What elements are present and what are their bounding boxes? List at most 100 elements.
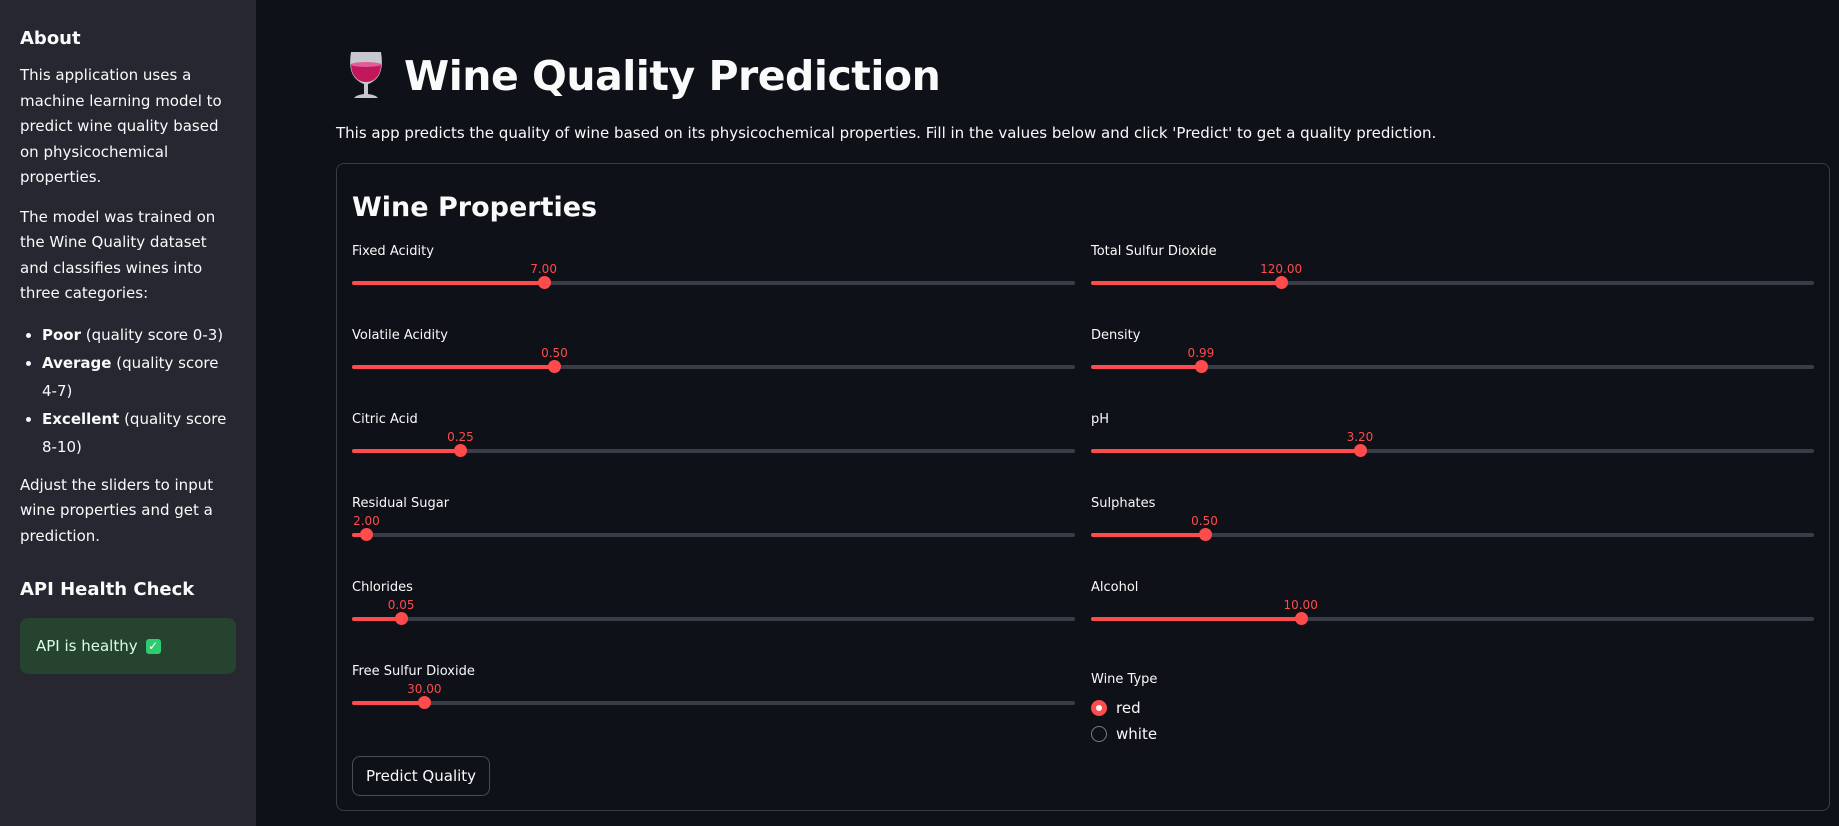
slider-fixed-acidity[interactable]: Fixed Acidity 7.00 [352,244,1075,314]
title-row: Wine Quality Prediction [346,50,941,102]
api-health-text: API is healthy [36,637,138,655]
category-item: Excellent (quality score 8-10) [42,405,236,461]
slider-thumb[interactable] [1194,360,1208,373]
slider-thumb[interactable] [418,696,432,709]
slider-total-sulfur-dioxide[interactable]: Total Sulfur Dioxide 120.00 [1091,244,1814,314]
slider-thumb[interactable] [1294,612,1308,625]
slider-track[interactable] [1091,617,1814,621]
category-name: Poor [42,325,82,344]
radio-selected-icon[interactable] [1091,700,1107,716]
slider-fill [352,365,555,369]
category-name: Excellent [42,409,120,428]
slider-value: 0.50 [1191,514,1218,528]
slider-value: 2.00 [353,514,380,528]
slider-value: 30.00 [407,682,442,696]
slider-density[interactable]: Density 0.99 [1091,328,1814,398]
api-health-title: API Health Check [20,579,195,600]
category-list: Poor (quality score 0-3) Average (qualit… [20,321,236,461]
slider-value: 10.00 [1283,598,1318,612]
slider-label: Free Sulfur Dioxide [352,664,475,679]
slider-track[interactable] [1091,449,1814,453]
slider-track[interactable] [1091,281,1814,285]
slider-value: 0.05 [387,598,415,612]
slider-fill [352,701,425,705]
slider-fill [1091,533,1205,537]
slider-value: 7.00 [530,262,557,276]
slider-fill [1091,617,1301,621]
category-desc: (quality score 8-10) [42,409,227,456]
page-title: Wine Quality Prediction [404,52,941,100]
slider-label: Citric Acid [352,412,418,427]
radio-option-white[interactable]: white [1091,725,1157,743]
radio-option-red[interactable]: red [1091,699,1157,717]
slider-track[interactable] [352,449,1075,453]
predict-quality-button[interactable]: Predict Quality [352,756,491,796]
slider-free-sulfur-dioxide[interactable]: Free Sulfur Dioxide 30.00 [352,664,1075,734]
slider-fill [352,281,544,285]
wine-type-label: Wine Type [1091,672,1158,687]
slider-fill [1091,365,1201,369]
slider-thumb[interactable] [1198,528,1212,541]
category-desc: (quality score 0-3) [81,325,224,344]
slider-value: 3.20 [1346,430,1374,444]
slider-label: Fixed Acidity [352,244,434,259]
slider-fill [352,449,461,453]
slider-label: Total Sulfur Dioxide [1091,244,1217,259]
about-paragraph-3: Adjust the sliders to input wine propert… [20,475,214,545]
slider-track[interactable] [352,617,1075,621]
slider-thumb[interactable] [1353,444,1367,457]
api-health-status: API is healthy ✓ [20,618,236,674]
radio-unselected-icon[interactable] [1091,726,1107,742]
slider-track[interactable] [1091,533,1814,537]
slider-value: 0.50 [541,346,568,360]
category-desc: (quality score 4-7) [42,353,219,400]
category-item: Poor (quality score 0-3) [42,321,236,349]
wine-properties-form: Wine Properties Fixed Acidity 7.00 Volat… [336,163,1830,811]
slider-track[interactable] [1091,365,1814,369]
check-mark-icon: ✓ [145,638,161,654]
page-description: This app predicts the quality of wine ba… [336,124,1437,142]
slider-thumb[interactable] [548,360,562,373]
slider-residual-sugar[interactable]: Residual Sugar 2.00 [352,496,1075,566]
wine-glass-icon [350,52,382,98]
slider-track[interactable] [352,701,1075,705]
slider-label: Density [1091,328,1141,343]
slider-value: 0.25 [447,430,474,444]
about-paragraph-2: The model was trained on the Wine Qualit… [20,207,216,303]
slider-citric-acid[interactable]: Citric Acid 0.25 [352,412,1075,482]
radio-label: red [1116,699,1141,717]
slider-ph[interactable]: pH 3.20 [1091,412,1814,482]
radio-label: white [1116,725,1158,743]
slider-label: Sulphates [1091,496,1156,511]
category-item: Average (quality score 4-7) [42,349,236,405]
slider-label: Volatile Acidity [352,328,448,343]
category-name: Average [42,353,112,372]
slider-fill [352,617,402,621]
main-content: Wine Quality Prediction This app predict… [256,0,1839,826]
slider-label: Residual Sugar [352,496,450,511]
slider-fill [1091,281,1282,285]
about-paragraph-1: This application uses a machine learning… [20,66,222,186]
slider-value: 0.99 [1187,346,1215,360]
slider-label: Chlorides [352,580,413,595]
slider-track[interactable] [352,533,1075,537]
slider-thumb[interactable] [454,444,468,457]
slider-track[interactable] [352,365,1075,369]
slider-chlorides[interactable]: Chlorides 0.05 [352,580,1075,650]
wine-type-radio-group: Wine Type red white [1091,672,1157,743]
slider-fill [352,533,367,537]
slider-thumb[interactable] [1275,276,1289,289]
slider-track[interactable] [352,281,1075,285]
slider-label: pH [1091,412,1110,427]
slider-label: Alcohol [1091,580,1139,595]
form-title: Wine Properties [352,192,598,223]
slider-thumb[interactable] [395,612,409,625]
slider-thumb[interactable] [360,528,374,541]
slider-value: 120.00 [1260,262,1303,276]
slider-volatile-acidity[interactable]: Volatile Acidity 0.50 [352,328,1075,398]
sidebar: About This application uses a machine le… [0,0,256,826]
about-title: About [20,28,81,49]
slider-thumb[interactable] [537,276,551,289]
slider-sulphates[interactable]: Sulphates 0.50 [1091,496,1814,566]
slider-alcohol[interactable]: Alcohol 10.00 [1091,580,1814,650]
